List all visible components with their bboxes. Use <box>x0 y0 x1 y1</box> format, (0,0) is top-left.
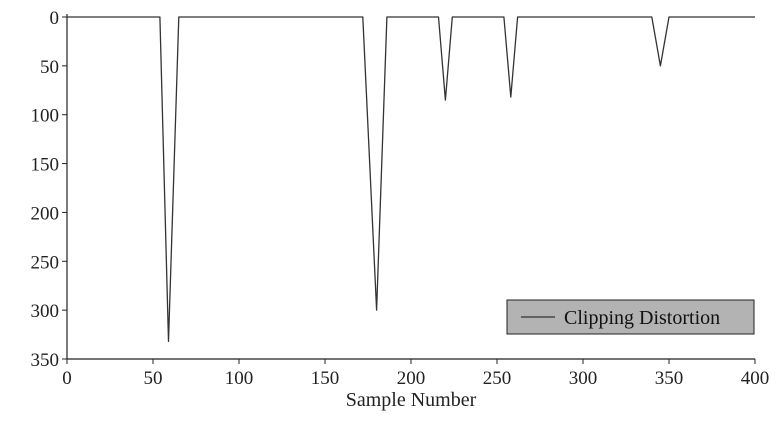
ticks: 0 50 100 150 200 250 300 350 400 0 50 100 150 200 250 3… <box>31 8 770 389</box>
y-tick-label: 300 <box>31 301 60 322</box>
y-tick-label: 250 <box>31 252 60 273</box>
x-tick-label: 200 <box>397 368 426 389</box>
x-tick-label: 50 <box>144 368 163 389</box>
y-tick-label: 100 <box>31 106 60 127</box>
y-tick-label: 50 <box>40 57 59 78</box>
y-tick-label: 150 <box>31 155 60 176</box>
series-layer <box>67 16 755 343</box>
legend: Clipping Distortion <box>506 299 755 335</box>
x-tick-label: 150 <box>311 368 340 389</box>
x-tick-label: 400 <box>741 368 770 389</box>
x-tick-label: 350 <box>655 368 684 389</box>
x-tick-label: 300 <box>569 368 598 389</box>
x-tick-label: 250 <box>483 368 512 389</box>
series-line <box>67 16 755 343</box>
y-tick-label: 350 <box>31 350 60 371</box>
x-axis-label: Sample Number <box>346 389 477 411</box>
legend-label: Clipping Distortion <box>564 307 720 329</box>
y-tick-label: 200 <box>31 203 60 224</box>
x-tick-label: 0 <box>62 368 72 389</box>
x-tick-label: 100 <box>225 368 254 389</box>
y-tick-label: 0 <box>50 8 60 29</box>
